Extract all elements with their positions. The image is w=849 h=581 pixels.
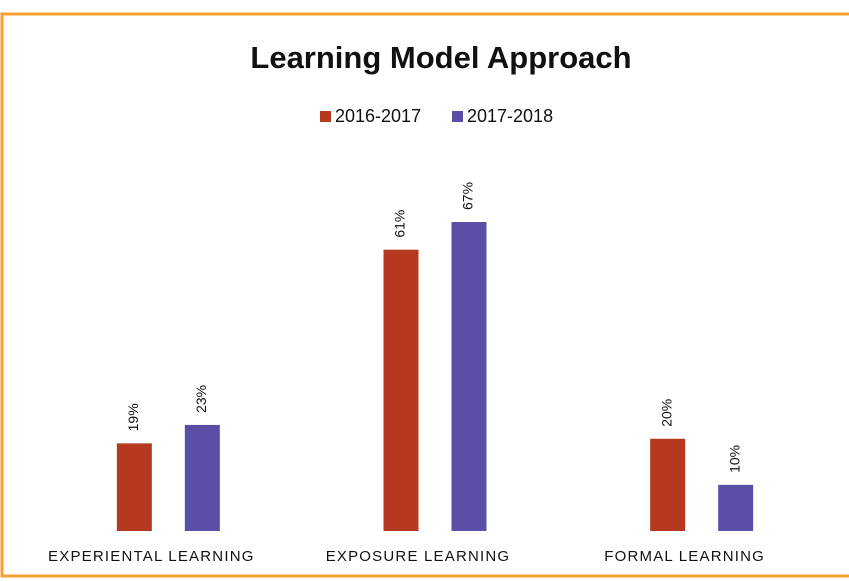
x-tick-label: EXPERIENTAL LEARNING (48, 548, 255, 565)
bar (451, 222, 487, 531)
data-label: 10% (726, 445, 742, 473)
data-label: 23% (193, 385, 209, 413)
data-label: 20% (658, 399, 674, 427)
bar (650, 438, 686, 531)
data-label: 67% (460, 182, 476, 210)
chart-title: Learning Model Approach (250, 40, 631, 75)
legend-label: 2016-2017 (335, 106, 421, 126)
data-label: 19% (125, 403, 141, 431)
x-tick-label: EXPOSURE LEARNING (326, 548, 511, 565)
legend-swatch (452, 111, 463, 122)
legend: 2016-2017 2017-2018 (320, 106, 553, 126)
legend-label: 2017-2018 (467, 106, 553, 126)
data-label: 61% (392, 210, 408, 238)
bar (718, 484, 754, 531)
legend-swatch (320, 111, 331, 122)
bar (116, 443, 152, 531)
bar (383, 249, 419, 532)
bar (184, 424, 220, 531)
x-tick-label: FORMAL LEARNING (604, 548, 765, 565)
